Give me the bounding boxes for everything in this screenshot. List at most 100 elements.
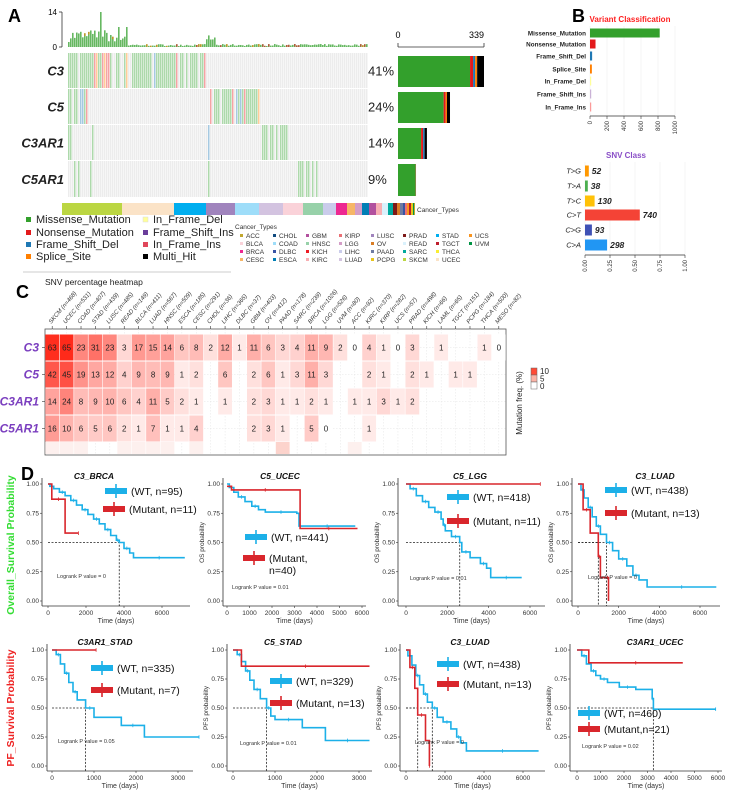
variant-legend-item: In_Frame_Del <box>153 214 223 226</box>
wildtype-cell <box>150 89 152 124</box>
y-tick-label: 0.50 <box>382 540 395 547</box>
median-line <box>52 707 86 771</box>
x-tick-label: 6000 <box>155 610 170 617</box>
tmb-bar-segment <box>150 45 152 47</box>
wildtype-cell <box>346 125 348 160</box>
tmb-bar-segment <box>258 44 260 47</box>
wildtype-cell <box>252 161 254 197</box>
wildtype-cell <box>120 125 122 160</box>
wildtype-cell <box>344 89 346 124</box>
wildtype-cell <box>292 161 294 197</box>
wildtype-cell <box>336 125 338 160</box>
y-tick-label: 0.50 <box>556 540 569 547</box>
cancer-type-segment-uvm <box>413 203 414 215</box>
wildtype-cell <box>348 53 350 88</box>
wildtype-cell <box>254 53 256 88</box>
heatmap-cell-value: 45 <box>62 371 71 380</box>
wildtype-cell <box>136 161 138 197</box>
wildtype-cell <box>320 161 322 197</box>
wildtype-cell <box>314 53 316 88</box>
wildtype-cell <box>114 89 116 124</box>
wildtype-cell <box>176 89 178 124</box>
wildtype-cell <box>350 53 352 88</box>
wildtype-cell <box>78 125 80 160</box>
tmb-bar <box>102 36 104 47</box>
mutation-cell <box>298 161 300 197</box>
heatmap-cell <box>131 442 146 454</box>
mutation-cell <box>68 53 70 88</box>
heatmap-cell-value: 12 <box>221 344 230 353</box>
x-tick-label: 6000 <box>693 610 708 617</box>
wildtype-cell <box>160 161 162 197</box>
wildtype-cell <box>156 89 158 124</box>
wildtype-cell <box>302 53 304 88</box>
cancer-type-legend-item: BLCA <box>246 241 264 248</box>
wildtype-cell <box>218 125 220 160</box>
mutation-cell <box>158 53 160 88</box>
heatmap-cell-value: 1 <box>165 425 170 434</box>
wildtype-cell <box>112 125 114 160</box>
mutation-cell <box>208 125 210 160</box>
wildtype-cell <box>366 161 368 197</box>
tmb-bar-segment <box>88 31 90 35</box>
mutation-cell <box>252 89 254 124</box>
mutation-cell <box>174 53 176 88</box>
wildtype-cell <box>152 89 154 124</box>
wildtype-cell <box>104 161 106 197</box>
mutation-cell <box>192 53 194 88</box>
heatmap-cell <box>218 334 232 361</box>
tmb-bar <box>354 44 356 47</box>
mutation-cell <box>78 161 80 197</box>
mutation-cell <box>228 89 230 124</box>
mutation-cell <box>162 53 164 88</box>
cancer-type-segment-coad <box>235 203 259 215</box>
mutation-cell <box>186 53 188 88</box>
wildtype-cell <box>142 89 144 124</box>
heatmap-cell-value: 1 <box>439 344 444 353</box>
wildtype-cell <box>200 125 202 160</box>
heatmap-cell-value: 1 <box>468 371 473 380</box>
wildtype-cell <box>168 125 170 160</box>
wildtype-cell <box>354 161 356 197</box>
mutation-cell <box>306 161 308 197</box>
tmb-bar <box>204 44 206 47</box>
heatmap-cell-value: 6 <box>180 344 185 353</box>
cancer-type-swatch <box>371 258 374 261</box>
tmb-bar <box>276 44 278 47</box>
wt-survival-curve <box>227 483 356 527</box>
heatmap-cell-value: 42 <box>48 371 57 380</box>
mutation-cell <box>70 125 72 160</box>
wildtype-cell <box>356 161 358 197</box>
tmb-bar <box>174 45 176 47</box>
heatmap-cell <box>304 361 319 388</box>
wildtype-cell <box>182 161 184 197</box>
legend-tick-label: 5 <box>540 375 545 384</box>
wildtype-cell <box>92 161 94 197</box>
wildtype-cell <box>202 89 204 124</box>
tmb-bar <box>186 44 188 47</box>
x-tick-label: 1000 <box>593 775 608 782</box>
wildtype-cell <box>166 125 168 160</box>
wildtype-cell <box>162 89 164 124</box>
tmb-bar <box>236 45 238 47</box>
x-tick-label: 3000 <box>640 775 655 782</box>
tmb-bar-segment <box>166 45 168 47</box>
heatmap-cell <box>146 334 160 361</box>
tmb-axis-max: 14 <box>48 8 57 17</box>
mutation-cell <box>218 89 220 124</box>
heatmap-cell-value: 11 <box>149 398 158 407</box>
wildtype-cell <box>78 89 80 124</box>
wildtype-cell <box>230 53 232 88</box>
wildtype-cell <box>150 125 152 160</box>
wildtype-cell <box>274 161 276 197</box>
mutation-cell <box>142 53 144 88</box>
wildtype-cell <box>296 53 298 88</box>
wildtype-cell <box>120 161 122 197</box>
wildtype-cell <box>82 125 84 160</box>
wildtype-cell <box>204 89 206 124</box>
wildtype-cell <box>126 161 128 197</box>
wildtype-cell <box>184 89 186 124</box>
category-label: Frame_Shift_Ins <box>537 92 586 99</box>
heatmap-cell <box>88 415 103 442</box>
wildtype-cell <box>96 161 98 197</box>
